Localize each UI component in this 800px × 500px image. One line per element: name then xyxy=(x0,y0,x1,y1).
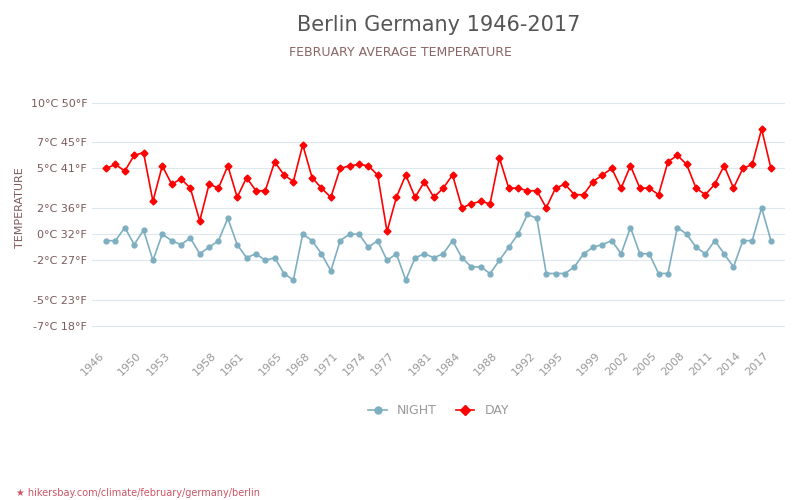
NIGHT xyxy=(560,270,570,276)
NIGHT xyxy=(757,205,766,211)
NIGHT xyxy=(766,238,776,244)
NIGHT xyxy=(486,270,495,276)
NIGHT xyxy=(289,277,298,283)
DAY xyxy=(486,201,495,207)
Text: ★ hikersbay.com/climate/february/germany/berlin: ★ hikersbay.com/climate/february/germany… xyxy=(16,488,260,498)
Line: NIGHT: NIGHT xyxy=(104,206,774,282)
DAY xyxy=(560,181,570,187)
DAY xyxy=(102,166,111,172)
Legend: NIGHT, DAY: NIGHT, DAY xyxy=(363,400,514,422)
Line: DAY: DAY xyxy=(104,126,774,234)
NIGHT xyxy=(195,251,205,257)
NIGHT xyxy=(532,216,542,222)
NIGHT xyxy=(719,251,729,257)
Text: FEBRUARY AVERAGE TEMPERATURE: FEBRUARY AVERAGE TEMPERATURE xyxy=(289,46,511,59)
DAY xyxy=(326,194,336,200)
DAY xyxy=(195,218,205,224)
DAY xyxy=(532,188,542,194)
Title: Berlin Germany 1946-2017: Berlin Germany 1946-2017 xyxy=(297,15,580,35)
Y-axis label: TEMPERATURE: TEMPERATURE xyxy=(15,168,25,248)
DAY xyxy=(719,163,729,169)
DAY xyxy=(757,126,766,132)
NIGHT xyxy=(102,238,111,244)
DAY xyxy=(766,166,776,172)
NIGHT xyxy=(335,238,345,244)
DAY xyxy=(382,228,392,234)
